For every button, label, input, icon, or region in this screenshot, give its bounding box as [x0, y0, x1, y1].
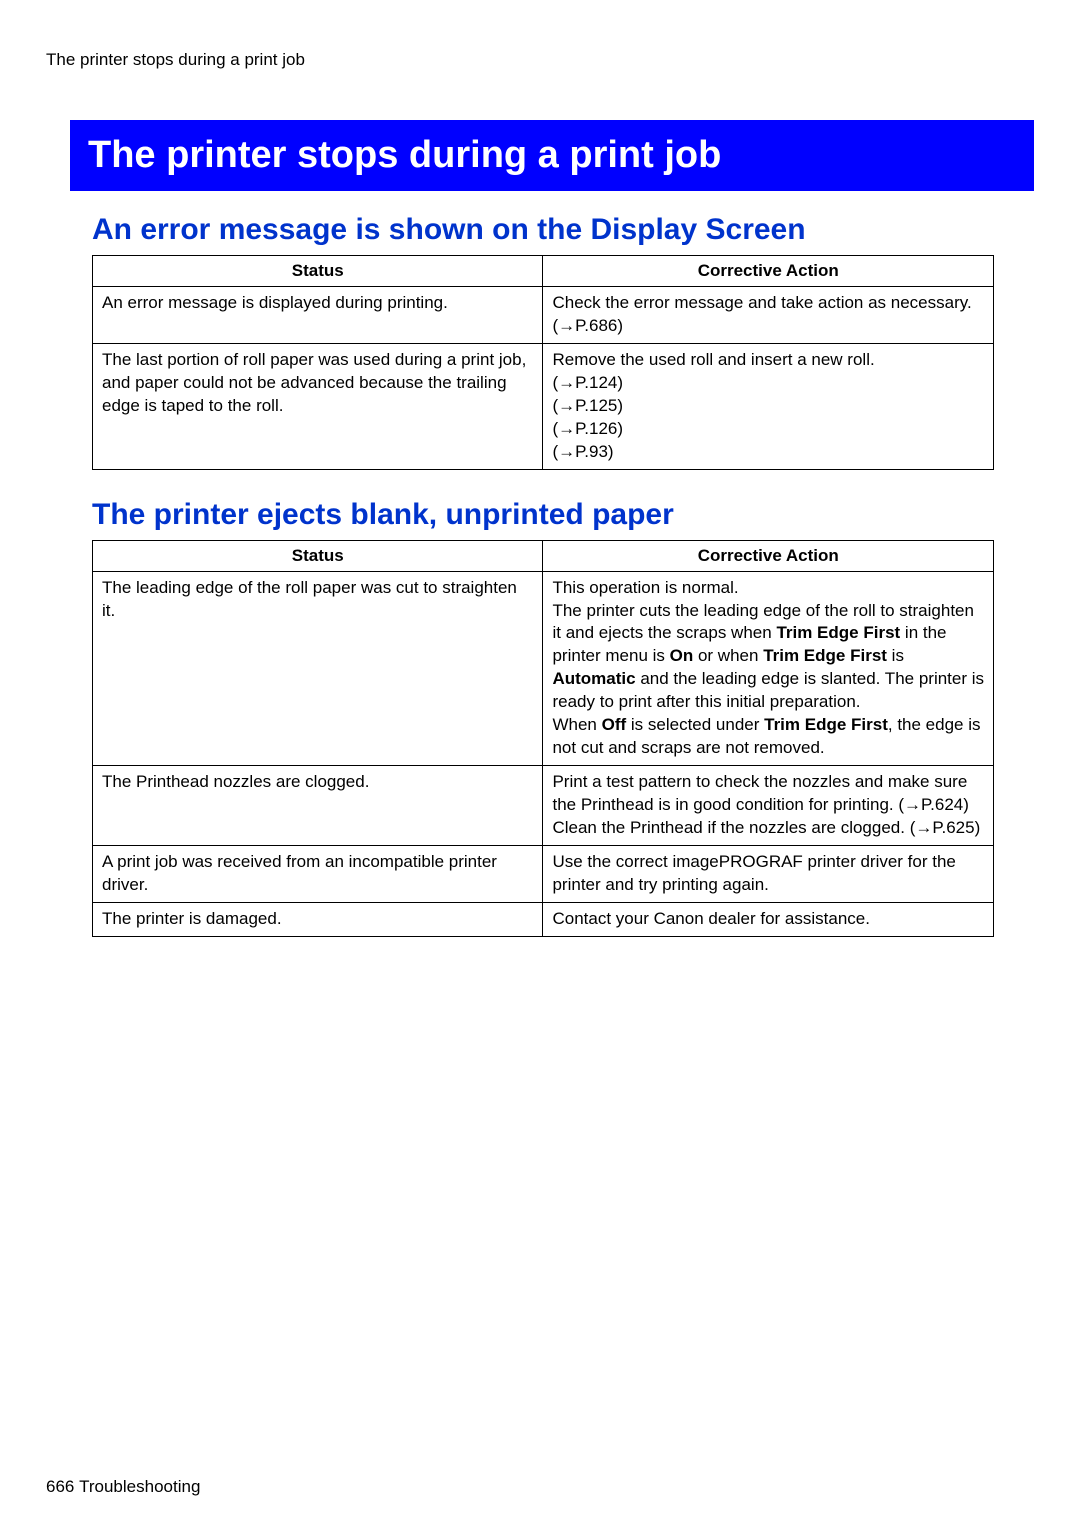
table-row: An error message is displayed during pri… [93, 287, 994, 344]
section2-heading: The printer ejects blank, unprinted pape… [92, 498, 1034, 532]
table-error-message: Status Corrective Action An error messag… [92, 255, 994, 470]
action-cell: Remove the used roll and insert a new ro… [543, 343, 994, 469]
bold-text: Trim Edge First [776, 623, 900, 642]
table-blank-paper: Status Corrective Action The leading edg… [92, 540, 994, 937]
status-cell: The leading edge of the roll paper was c… [93, 571, 543, 766]
status-cell: The printer is damaged. [93, 902, 543, 936]
status-cell: An error message is displayed during pri… [93, 287, 543, 344]
section1-heading: An error message is shown on the Display… [92, 213, 1034, 247]
status-cell: A print job was received from an incompa… [93, 845, 543, 902]
bold-text: Trim Edge First [763, 646, 887, 665]
bold-text: Off [602, 715, 627, 734]
table-row: The leading edge of the roll paper was c… [93, 571, 994, 766]
running-header: The printer stops during a print job [46, 50, 1034, 70]
table-row: The last portion of roll paper was used … [93, 343, 994, 469]
bold-text: Automatic [552, 669, 635, 688]
status-cell: The Printhead nozzles are clogged. [93, 766, 543, 846]
action-cell: Check the error message and take action … [543, 287, 994, 344]
table-row: The printer is damaged.Contact your Cano… [93, 902, 994, 936]
col-action: Corrective Action [543, 540, 994, 571]
table-row: A print job was received from an incompa… [93, 845, 994, 902]
action-cell: Print a test pattern to check the nozzle… [543, 766, 994, 846]
action-cell: This operation is normal.The printer cut… [543, 571, 994, 766]
footer-page-number: 666 [46, 1477, 74, 1496]
action-cell: Contact your Canon dealer for assistance… [543, 902, 994, 936]
action-cell: Use the correct imagePROGRAF printer dri… [543, 845, 994, 902]
status-cell: The last portion of roll paper was used … [93, 343, 543, 469]
table-row: The Printhead nozzles are clogged.Print … [93, 766, 994, 846]
bold-text: Trim Edge First [764, 715, 888, 734]
main-heading: The printer stops during a print job [70, 120, 1034, 191]
col-action: Corrective Action [543, 256, 994, 287]
bold-text: On [670, 646, 694, 665]
page-footer: 666 Troubleshooting [46, 1477, 200, 1497]
col-status: Status [93, 540, 543, 571]
col-status: Status [93, 256, 543, 287]
footer-section-name: Troubleshooting [79, 1477, 200, 1496]
